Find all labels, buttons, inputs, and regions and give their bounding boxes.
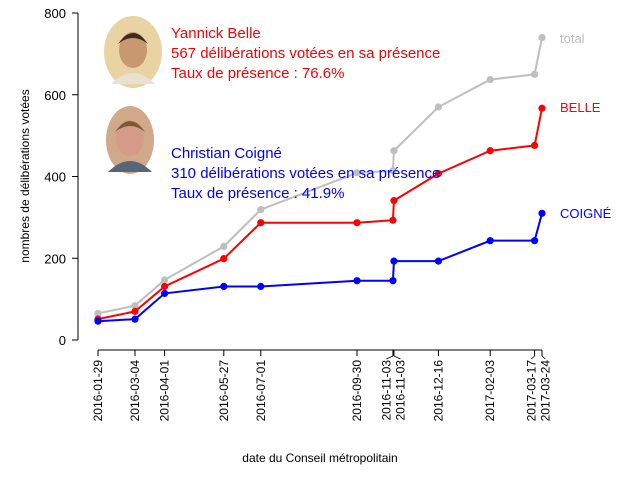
data-point	[353, 219, 361, 227]
data-point	[538, 33, 546, 42]
x-tick-label: 2016-03-04	[128, 360, 142, 422]
data-point	[538, 209, 546, 217]
data-point	[131, 307, 139, 315]
portrait-hair	[118, 33, 148, 44]
y-tick-label: 600	[44, 88, 66, 103]
data-point	[257, 219, 265, 227]
x-tick-label: 2016-11-03	[379, 360, 393, 421]
data-point	[389, 216, 397, 224]
y-axis-label: nombres de délibérations votées	[18, 89, 32, 262]
x-tick-label: 2017-03-24	[538, 360, 552, 422]
data-point	[220, 282, 228, 291]
data-point	[486, 76, 494, 84]
x-tick-leader	[531, 355, 535, 360]
y-tick-label: 400	[44, 170, 66, 185]
data-point	[538, 104, 546, 112]
data-point	[389, 277, 397, 285]
series-total: total	[94, 31, 585, 318]
data-point	[161, 289, 169, 298]
annotation-line: 310 délibérations votées en sa présence	[171, 165, 440, 182]
annotation-coigne: Christian Coigné 310 délibérations votées…	[106, 106, 440, 202]
data-point	[434, 257, 442, 265]
data-point	[434, 170, 442, 178]
portrait-face	[119, 32, 147, 68]
data-point	[161, 282, 169, 291]
x-tick-label: 2017-02-03	[483, 360, 497, 422]
x-tick-leader	[386, 355, 394, 360]
x-tick-label: 2017-03-17	[524, 360, 538, 422]
portrait-photo	[104, 16, 162, 88]
annotation-line: Christian Coigné	[171, 145, 282, 162]
data-point	[353, 277, 361, 285]
series-line	[97, 108, 543, 321]
series-belle: BELLE	[94, 100, 601, 323]
annotation-line: Taux de présence : 76.6%	[171, 65, 344, 82]
data-point	[220, 255, 228, 263]
x-tick-label: 2016-07-01	[254, 360, 268, 422]
x-tick-label: 2016-01-29	[91, 360, 105, 422]
data-point	[257, 282, 265, 291]
x-tick-leader	[541, 355, 546, 360]
x-tick-label: 2016-11-03	[393, 360, 407, 421]
annotation-line: Yannick Belle	[171, 25, 261, 42]
data-point	[161, 276, 169, 284]
series-label: BELLE	[560, 100, 601, 115]
series-line	[97, 213, 543, 323]
x-tick-label: 2016-09-30	[350, 360, 364, 422]
portrait-face	[116, 120, 144, 156]
portrait-shirt	[111, 73, 155, 84]
series-coigné: COIGNÉ	[94, 206, 612, 325]
y-tick-label: 0	[59, 333, 66, 348]
data-point	[353, 169, 361, 177]
annotation-line: Taux de présence : 41.9%	[171, 185, 344, 202]
x-tick-leader	[393, 355, 401, 360]
x-tick-label: 2016-05-27	[217, 360, 231, 422]
data-point	[94, 317, 102, 325]
data-point	[390, 147, 398, 155]
data-point	[94, 309, 102, 318]
series-label: COIGNÉ	[560, 206, 612, 221]
y-tick-label: 800	[44, 6, 66, 21]
portrait-hair	[115, 121, 145, 132]
data-point	[131, 315, 139, 323]
data-point	[257, 206, 265, 214]
x-axis-label: date du Conseil métropolitain	[242, 451, 397, 465]
data-point	[531, 237, 539, 245]
x-tick-label: 2016-12-16	[431, 360, 445, 422]
portrait-shirt	[108, 161, 152, 172]
data-point	[390, 257, 398, 265]
data-point	[486, 147, 494, 155]
portrait-photo	[106, 106, 154, 174]
data-point	[389, 167, 397, 175]
data-point	[390, 197, 398, 205]
data-point	[531, 70, 539, 78]
y-tick-label: 200	[44, 251, 66, 266]
data-point	[131, 302, 139, 310]
data-point	[486, 237, 494, 245]
data-point	[220, 242, 228, 250]
x-tick-label: 2016-04-01	[158, 360, 172, 422]
annotation-line: 567 délibérations votées en sa présence	[171, 45, 440, 62]
series-line	[97, 37, 543, 315]
series-label: total	[560, 31, 585, 46]
data-point	[434, 103, 442, 111]
data-point	[531, 141, 539, 150]
annotation-belle: Yannick Belle 567 délibérations votées en…	[104, 16, 440, 88]
